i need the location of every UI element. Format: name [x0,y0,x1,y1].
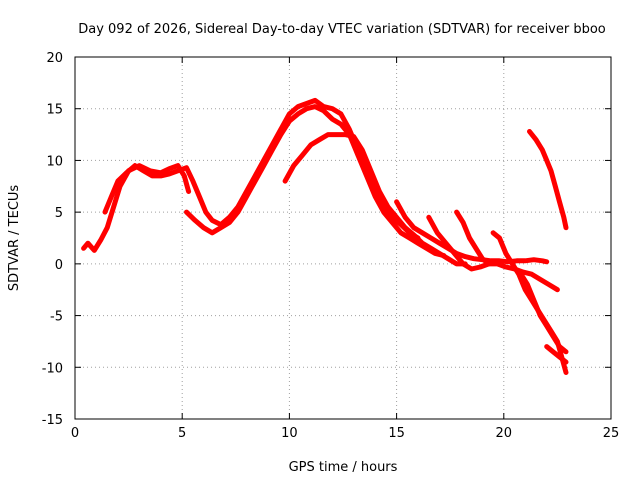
y-tick-label: 5 [55,206,63,221]
y-tick-labels: -15 -10 -5 0 5 10 15 20 [42,51,63,428]
x-tick-labels: 0 5 10 15 20 25 [71,426,619,441]
plot-frame [74,56,612,420]
x-tick-label: 15 [388,426,405,441]
x-tick-label: 25 [603,426,620,441]
x-tick-label: 5 [178,426,186,441]
x-tick-label: 0 [71,426,79,441]
axis-ticks [74,56,612,420]
chart-title: Day 092 of 2026, Sidereal Day-to-day VTE… [78,22,606,37]
series-line-track-3 [184,104,447,259]
grid-lines [75,57,611,419]
series-line-track-1 [81,163,192,253]
x-tick-label: 20 [496,426,513,441]
y-tick-label: 10 [46,154,63,169]
y-tick-label: -5 [50,310,63,325]
y-tick-label: 20 [46,51,63,66]
y-tick-label: -15 [42,413,63,428]
y-tick-label: -10 [42,361,63,376]
series-line-track-10 [544,344,569,365]
data-series [81,97,569,375]
x-axis-label: GPS time / hours [289,460,398,475]
x-tick-label: 10 [281,426,298,441]
series-line-track-11 [527,129,569,231]
y-tick-label: 0 [55,258,63,273]
series-line-track-9 [518,271,569,355]
y-tick-label: 15 [46,103,63,118]
series-line-track-4 [282,132,468,267]
series-line-track-6 [426,214,560,293]
series-line-track-5 [394,199,550,265]
y-axis-label: SDTVAR / TECUs [7,185,22,292]
series-line-track-7 [454,209,492,267]
